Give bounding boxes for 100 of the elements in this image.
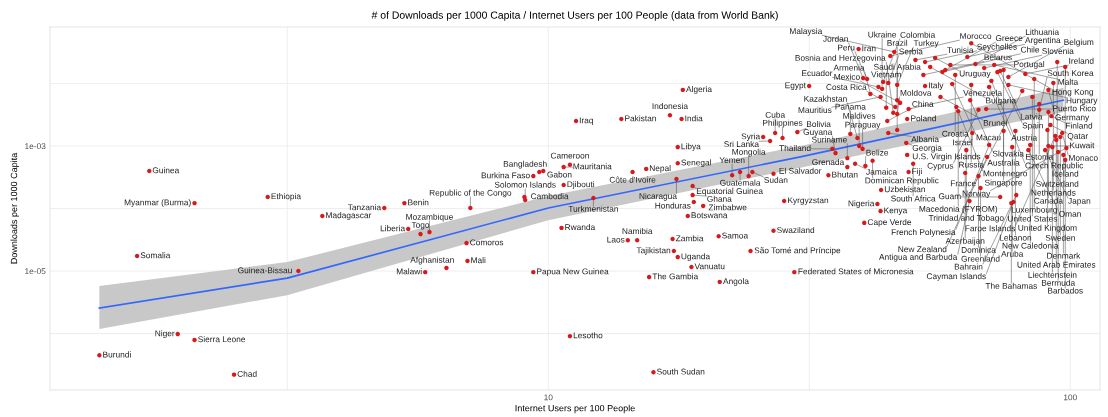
annotation: Brunei <box>983 119 1007 126</box>
annotation: Georgia <box>912 144 942 153</box>
annotation: Djibouti <box>567 181 595 189</box>
x-axis-title: Internet Users per 100 People <box>515 404 635 414</box>
annotation: Laos <box>607 236 625 243</box>
annotation: Iraq <box>579 117 593 125</box>
annotation: Argentina <box>1024 36 1061 45</box>
annotation: Italy <box>928 82 944 90</box>
annotation: Latvia <box>1020 113 1043 120</box>
annotation: Macau <box>976 134 1001 141</box>
annotation: Barbados <box>1048 287 1083 294</box>
annotation: United Kingdom <box>1018 224 1077 233</box>
annotation: Dominica <box>961 246 996 253</box>
annotation: Mongolia <box>732 148 766 157</box>
annotation: Netherlands <box>1031 189 1076 196</box>
annotation: Singapore <box>984 179 1023 188</box>
annotation: Bermuda <box>1041 279 1076 286</box>
y-tick-label: 1e-03 <box>25 143 46 150</box>
annotation: Ecuador <box>802 69 833 77</box>
annotation: Turkey <box>913 39 939 48</box>
annotation: Montenegro <box>983 170 1028 179</box>
x-tick-label: 10 <box>544 394 553 401</box>
annotation: New Zealand <box>898 246 947 253</box>
annotation: Ukraine <box>868 31 897 38</box>
annotation: Honduras <box>655 202 691 209</box>
annotation: Bosnia and Herzegovina <box>795 54 886 63</box>
annotation: Suriname <box>811 136 847 143</box>
annotation: Zambia <box>675 235 704 242</box>
annotation: Aruba <box>1001 250 1024 257</box>
annotation: Portugal <box>1014 61 1045 69</box>
annotation: Finland <box>1066 122 1093 129</box>
annotation: Australia <box>987 159 1020 166</box>
annotation: Guatemala <box>720 179 761 186</box>
annotation: Angola <box>723 278 749 286</box>
annotation: Macedonia (FYROM) <box>919 205 998 214</box>
annotation: French Polynesia <box>891 228 956 237</box>
annotation: Equatorial Guinea <box>696 187 763 196</box>
annotation: Pakistan <box>625 115 656 122</box>
annotation: Bulgaria <box>986 97 1017 106</box>
annotation: Indonesia <box>652 102 689 109</box>
annotation: Thailand <box>779 144 811 152</box>
annotation: Brazil <box>887 39 908 46</box>
annotation: China <box>912 100 934 107</box>
y-axis-title: Downloads per 1000 Capita <box>10 152 19 264</box>
annotation: Republic of the Congo <box>429 189 512 198</box>
annotation: Grenada <box>812 158 845 166</box>
annotation: Mauritius <box>798 106 832 113</box>
annotation: Chad <box>237 370 257 377</box>
annotation: United States <box>1008 215 1058 222</box>
annotation: São Tomé and Príncipe <box>754 247 841 255</box>
annotation: Maldives <box>843 112 876 119</box>
annotation: Côte d'Ivoire <box>609 176 656 183</box>
annotation: Faroe Islands <box>965 225 1016 232</box>
annotation: Bhutan <box>832 171 858 178</box>
annotation: Somalia <box>140 252 171 259</box>
annotation: Comoros <box>470 239 504 246</box>
annotation: Philippines <box>763 119 803 128</box>
annotation: Switzerland <box>1036 180 1079 187</box>
annotation: Sweden <box>1045 234 1075 241</box>
annotation: Gabon <box>547 171 572 178</box>
annotation: Togo <box>411 221 430 230</box>
annotation: Cameroon <box>550 152 589 159</box>
annotation: India <box>685 115 703 122</box>
annotation: Croatia <box>942 130 969 137</box>
annotation: Greece <box>995 35 1023 42</box>
annotation: Cyprus <box>927 162 954 171</box>
chart-title: # of Downloads per 1000 Capita / Internet Users per 100 People (data from World Bank) <box>371 11 778 21</box>
annotation: Ghana <box>707 195 732 202</box>
annotation: Cayman Islands <box>926 273 986 281</box>
annotation: Guinea <box>152 167 180 174</box>
annotation: Seychelles <box>977 43 1017 52</box>
annotation: Iran <box>862 45 876 52</box>
annotation: Burkina Faso <box>481 172 530 179</box>
annotation: Peru <box>838 44 855 51</box>
annotation: U.S. Virgin Islands <box>912 153 981 161</box>
annotation: Kenya <box>884 207 908 215</box>
annotation: Myanmar (Burma) <box>124 199 191 207</box>
annotation: Ethiopia <box>271 193 302 201</box>
annotation: Saudi Arabia <box>873 63 921 70</box>
annotation: Spain <box>1022 122 1043 131</box>
annotation: Nicaragua <box>639 192 677 201</box>
annotation: Dominican Republic <box>865 177 939 186</box>
annotation: Uzbekistan <box>884 186 925 193</box>
annotation: Tanzania <box>347 204 382 211</box>
annotation: Liechtenstein <box>1028 271 1077 278</box>
annotation: Germany <box>1055 114 1090 122</box>
annotation: Cape Verde <box>867 218 912 227</box>
annotation: Tajikistan <box>636 247 671 255</box>
annotation: Jamaica <box>866 168 898 175</box>
annotation: Swaziland <box>777 226 815 234</box>
annotation: Namibia <box>622 227 653 235</box>
annotation: Kazakhstan <box>804 95 847 102</box>
annotation: Puerto Rico <box>1053 105 1096 112</box>
annotation: Lesotho <box>573 332 603 339</box>
annotation: Cuba <box>765 111 786 118</box>
y-tick-label: 1e-05 <box>25 268 46 275</box>
annotation: Chile <box>1020 46 1040 53</box>
annotation: New Caledonia <box>1002 242 1059 249</box>
annotation: Poland <box>911 115 936 122</box>
annotation: Azerbaijan <box>945 237 985 246</box>
